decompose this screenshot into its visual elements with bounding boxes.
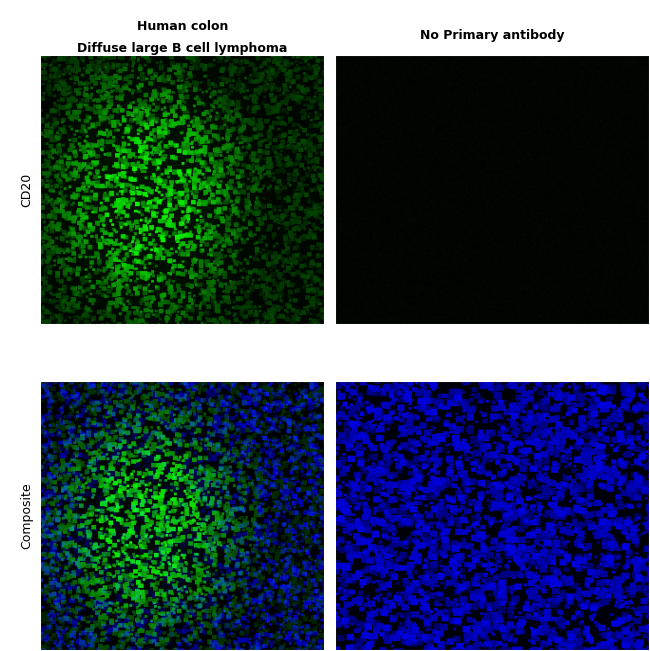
Text: No Primary antibody: No Primary antibody <box>421 29 565 42</box>
Text: CD20: CD20 <box>21 173 34 207</box>
Text: Diffuse large B cell lymphoma: Diffuse large B cell lymphoma <box>77 42 288 55</box>
Text: Human colon: Human colon <box>136 20 228 33</box>
Text: Composite: Composite <box>21 482 34 549</box>
